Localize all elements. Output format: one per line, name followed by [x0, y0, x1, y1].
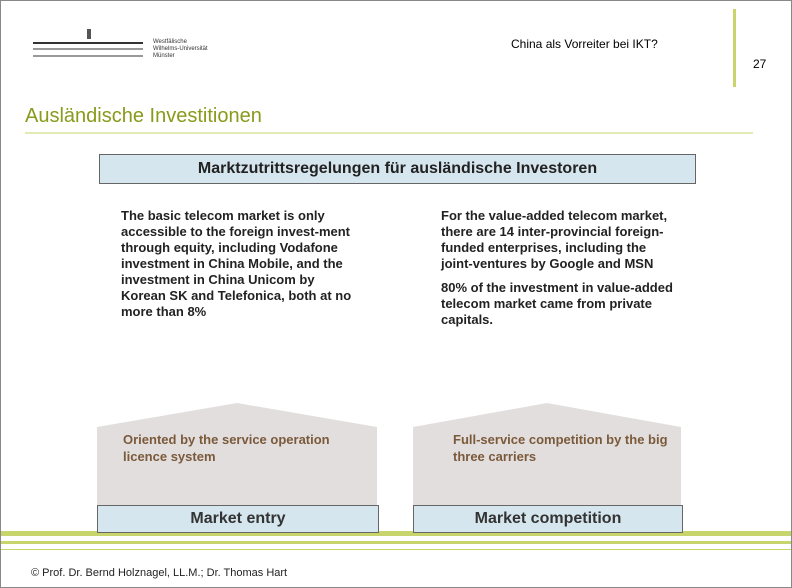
left-box: Oriented by the service operation licenc… — [123, 432, 330, 464]
right-text: For the value-added telecom market, ther… — [441, 208, 668, 271]
right-text: 80% of the investment in value-added tel… — [441, 280, 673, 327]
banner: Marktzutrittsregelungen für ausländische… — [99, 154, 696, 184]
university-line: Münster — [153, 53, 175, 59]
topic: China als Vorreiter bei IKT? — [511, 37, 658, 51]
left-label: Market entry — [97, 505, 379, 533]
footer: © Prof. Dr. Bernd Holznagel, LL.M.; Dr. … — [31, 567, 288, 579]
right-label: Market competition — [413, 505, 683, 533]
right-box: Full-service competition by the big thre… — [453, 432, 668, 464]
university-line: Westfälische — [153, 39, 187, 45]
university-line: Wilhelms-Universität — [153, 46, 208, 52]
left-text: The basic telecom market is only accessi… — [121, 208, 352, 319]
slide-title: Ausländische Investitionen — [25, 105, 262, 127]
page-number: 27 — [753, 57, 767, 71]
